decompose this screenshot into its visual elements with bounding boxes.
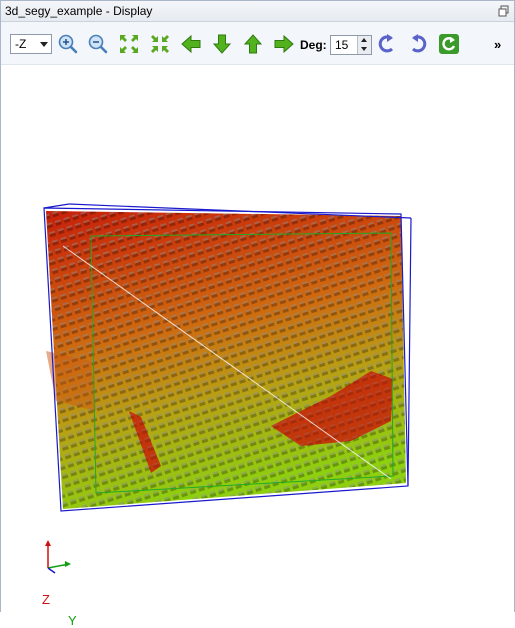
zoom-out-button[interactable] xyxy=(86,32,110,56)
view-direction-select[interactable]: -Z xyxy=(10,34,52,54)
axis-triad xyxy=(45,540,71,574)
toolbar-overflow-button[interactable]: » xyxy=(494,37,502,52)
restore-icon xyxy=(498,5,509,17)
expand-arrows-icon xyxy=(120,35,138,53)
degree-spinbox[interactable]: 15 xyxy=(330,35,372,55)
arrow-down-icon xyxy=(212,34,232,54)
arrow-left-icon xyxy=(181,34,201,54)
fit-all-button[interactable] xyxy=(117,32,141,56)
degree-label: Deg: xyxy=(300,38,327,52)
collapse-arrows-icon xyxy=(151,35,169,53)
view-direction-value: -Z xyxy=(15,37,27,51)
section-diagonal xyxy=(62,245,392,480)
arrow-right-icon xyxy=(274,34,294,54)
rotate-down-button[interactable] xyxy=(210,32,234,56)
spin-down-icon[interactable] xyxy=(357,45,371,54)
rotate-ccw-icon xyxy=(378,34,394,53)
zoom-out-icon xyxy=(88,34,108,54)
rotate-ccw-button[interactable] xyxy=(375,32,399,56)
rotate-up-button[interactable] xyxy=(241,32,265,56)
reset-view-button[interactable] xyxy=(437,32,461,56)
rotate-cw-button[interactable] xyxy=(406,32,430,56)
shrink-view-button[interactable] xyxy=(148,32,172,56)
axis-y-label: Y xyxy=(68,613,77,628)
inner-section-box xyxy=(90,232,394,494)
title-bar: 3d_segy_example - Display xyxy=(1,1,514,22)
rotate-right-button[interactable] xyxy=(272,32,296,56)
restore-button[interactable] xyxy=(498,4,510,17)
rotate-left-button[interactable] xyxy=(179,32,203,56)
axis-z-label: Z xyxy=(42,592,50,607)
arrow-up-icon xyxy=(243,34,263,54)
bounding-box xyxy=(43,203,412,512)
window-title: 3d_segy_example - Display xyxy=(5,4,153,18)
seismic-volume-render xyxy=(43,203,412,574)
3d-viewport[interactable]: Z Y xyxy=(1,65,514,628)
zoom-in-icon xyxy=(58,34,78,54)
degree-value: 15 xyxy=(335,38,349,52)
rotate-cw-icon xyxy=(411,34,427,53)
zoom-in-button[interactable] xyxy=(56,32,80,56)
refresh-icon xyxy=(439,34,459,54)
toolbar: -Z xyxy=(1,22,514,65)
volume-body xyxy=(46,211,406,509)
chevron-down-icon xyxy=(40,42,48,47)
